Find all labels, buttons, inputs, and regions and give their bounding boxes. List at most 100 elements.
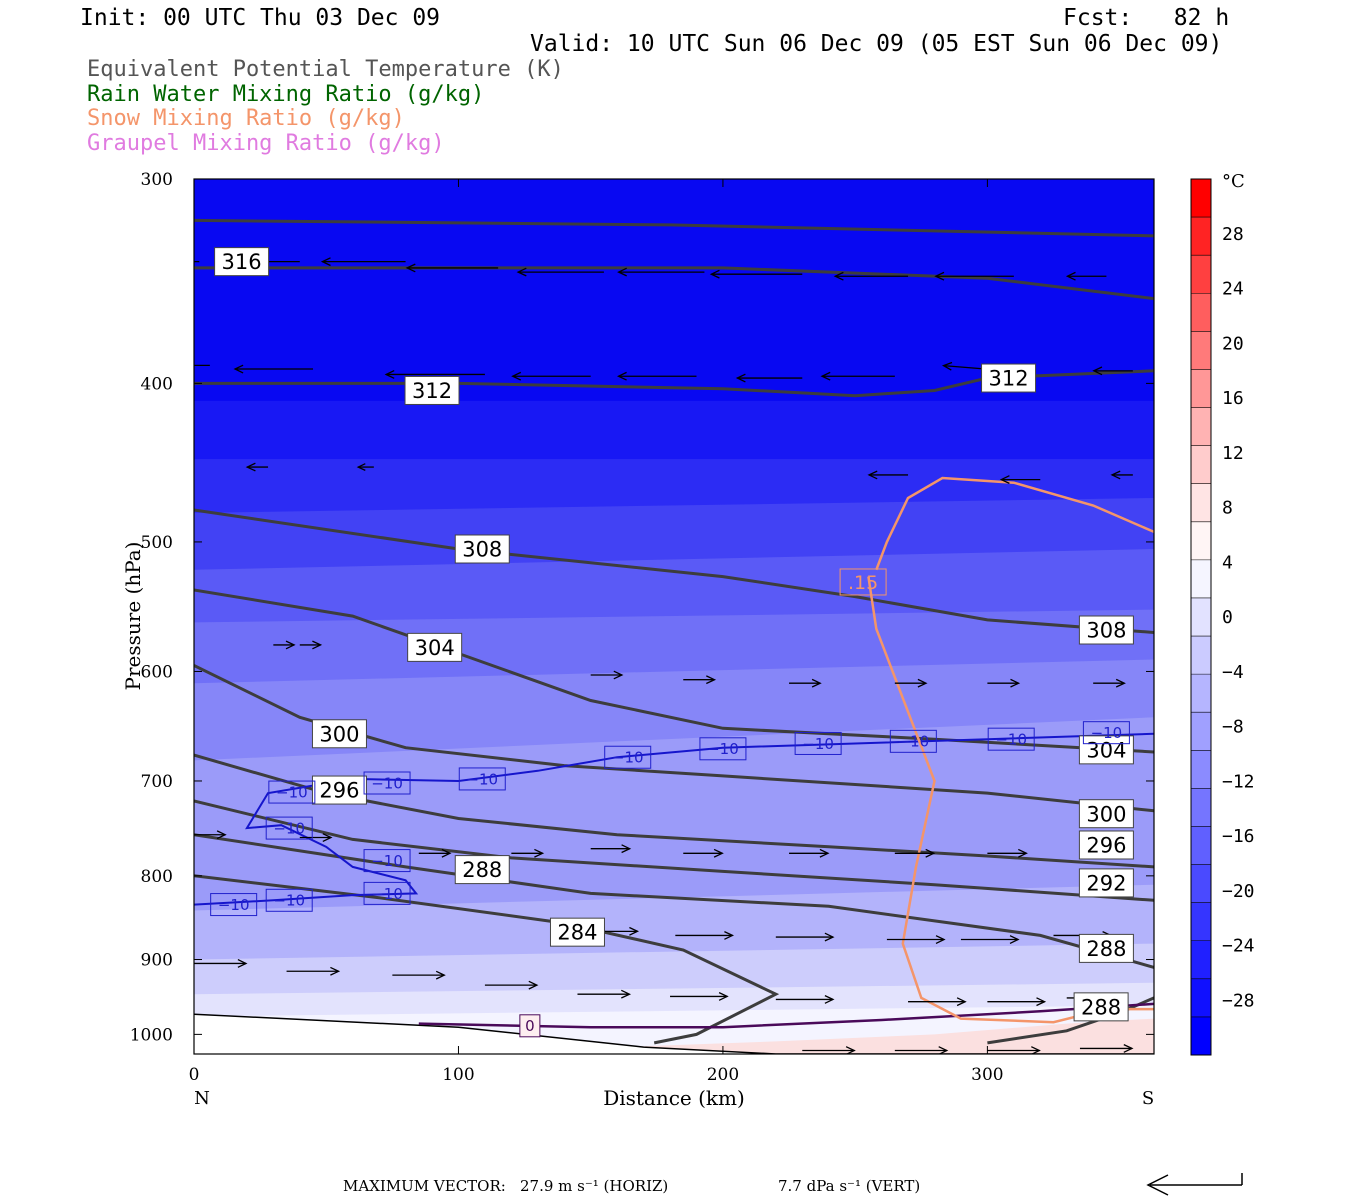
wind-vector — [735, 373, 803, 383]
isotherm-label: −10 — [1091, 724, 1123, 742]
max-vector-vert: 7.7 dPa s⁻¹ (VERT) — [778, 1177, 921, 1195]
isotherm-zero — [418, 1002, 1154, 1029]
wind-vector — [405, 263, 499, 273]
theta-e-label: 300 — [319, 722, 359, 746]
colorbar-tick-label: −16 — [1222, 826, 1255, 847]
theta-e-label-box — [1078, 830, 1134, 860]
x-end-label-south: S — [1142, 1088, 1154, 1109]
isotherm-minus10 — [194, 732, 1154, 906]
wind-vector-head — [956, 997, 967, 1007]
wind-vector — [789, 678, 822, 688]
wind-vector-head — [706, 675, 717, 685]
theta-e-label-box — [981, 363, 1037, 393]
theta-e-contour-284 — [194, 874, 780, 1045]
wind-vector — [245, 462, 269, 472]
isotherm-label-box — [363, 849, 411, 873]
wind-vector — [299, 640, 323, 650]
wind-vector — [484, 980, 539, 990]
wind-vector-head — [1009, 935, 1020, 944]
wind-vector — [1079, 1044, 1134, 1053]
wind-vector-head — [511, 371, 522, 381]
wind-vector — [894, 678, 928, 688]
x-tick-label: 200 — [707, 1065, 739, 1085]
y-tick-label: 300 — [141, 170, 173, 190]
wind-vector — [1110, 470, 1133, 480]
wind-vector — [908, 997, 967, 1007]
isotherm-label: −10 — [371, 885, 403, 903]
y-tick-label: 600 — [141, 662, 173, 682]
colorbar-swatch — [1191, 712, 1211, 751]
wind-vector — [789, 848, 830, 858]
isotherm-label-box — [265, 816, 313, 840]
colorbar-tick-label: 28 — [1222, 224, 1244, 245]
colorbar-swatch — [1191, 788, 1211, 827]
wind-vector-head — [534, 848, 545, 858]
max-vector-label: MAXIMUM VECTOR: — [343, 1177, 506, 1195]
wind-vector-head — [819, 848, 830, 858]
theta-e-label: 296 — [319, 779, 359, 803]
snow-label: .15 — [848, 572, 878, 594]
theta-e-label: 296 — [1086, 834, 1126, 858]
wind-vector-head — [1123, 1044, 1134, 1053]
theta-e-label: 312 — [988, 367, 1028, 391]
isotherm-label: −10 — [612, 749, 644, 767]
reference-vector-icon — [1146, 1173, 1243, 1196]
x-tick-label: 100 — [442, 1065, 474, 1085]
wind-vector-head — [925, 848, 936, 858]
colorbar-swatch — [1191, 636, 1211, 675]
colorbar-tick-label: 20 — [1222, 333, 1244, 354]
wind-vector — [709, 269, 803, 279]
theta-e-label-box — [311, 719, 367, 749]
wind-vector-head — [111, 362, 119, 370]
isotherm-label-box — [265, 888, 313, 912]
plot-frame — [193, 178, 1155, 1055]
wind-vector-head — [617, 267, 627, 277]
colorbar-swatch — [1191, 521, 1211, 561]
isotherm-label: −10 — [273, 819, 305, 837]
snow-mixing-contour-upper — [875, 476, 1154, 571]
wind-vector-head — [724, 931, 735, 940]
isotherm-label: −10 — [371, 852, 403, 870]
isotherm-label: −10 — [707, 740, 739, 758]
wind-vector — [384, 370, 485, 379]
colorbar-swatch — [1191, 369, 1211, 409]
wind-vector-head — [245, 462, 256, 472]
wind-vector — [775, 995, 835, 1004]
max-vector-horiz: 27.9 m s⁻¹ (HORIZ) — [520, 1177, 669, 1195]
wind-vector — [194, 830, 227, 840]
colorbar-swatch — [1191, 978, 1211, 1018]
wind-vector — [356, 463, 374, 471]
theta-e-label-box — [454, 534, 510, 564]
theta-e-label-box — [311, 775, 367, 805]
wind-vector-head — [824, 932, 835, 942]
wind-vector-head — [1031, 1046, 1041, 1054]
warm-layer-fill — [617, 1018, 1154, 1054]
isotherm-label: −10 — [371, 774, 403, 792]
init-time: Init: 00 UTC Thu 03 Dec 09 — [80, 5, 441, 31]
forecast-hour: Fcst: 82 h — [1063, 5, 1230, 31]
isotherm-label-box — [604, 745, 652, 769]
wind-vector-head — [941, 361, 953, 371]
wind-vector-head — [320, 257, 331, 267]
colorbar-tick-label: −4 — [1222, 662, 1244, 683]
wind-vector — [886, 935, 946, 944]
colorbar-tick-label: −24 — [1222, 936, 1255, 957]
wind-vector — [987, 678, 1021, 688]
wind-vector-head — [322, 833, 333, 842]
wind-vector-head — [237, 959, 248, 968]
theta-e-contour-288 — [194, 833, 1154, 969]
wind-vector — [894, 848, 936, 858]
wind-vector — [616, 371, 697, 381]
theta-e-contour-320 — [194, 218, 1154, 238]
wind-vector — [233, 364, 314, 374]
theta-e-label: 288 — [1086, 937, 1126, 961]
wind-vector — [392, 970, 446, 980]
theta-e-label-box — [404, 375, 460, 405]
wind-vector-head — [216, 830, 227, 840]
wind-vector — [1092, 366, 1133, 376]
theta-e-label-box — [1078, 735, 1134, 765]
wind-vector — [1093, 678, 1126, 688]
wind-vector — [987, 997, 1047, 1007]
wind-vector — [590, 670, 624, 680]
legend-rain: Rain Water Mixing Ratio (g/kg) — [87, 82, 485, 107]
